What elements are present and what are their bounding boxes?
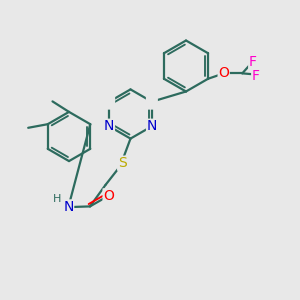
- Text: N: N: [147, 95, 157, 109]
- Text: S: S: [118, 156, 127, 170]
- Text: F: F: [252, 69, 260, 83]
- Text: N: N: [147, 119, 157, 133]
- Text: F: F: [249, 55, 257, 69]
- Text: H: H: [53, 194, 61, 205]
- Text: O: O: [218, 66, 229, 80]
- Text: N: N: [104, 119, 114, 133]
- Text: O: O: [103, 189, 114, 203]
- Text: N: N: [104, 95, 114, 109]
- Text: N: N: [63, 200, 74, 214]
- Text: N: N: [147, 95, 157, 109]
- Text: N: N: [104, 95, 114, 109]
